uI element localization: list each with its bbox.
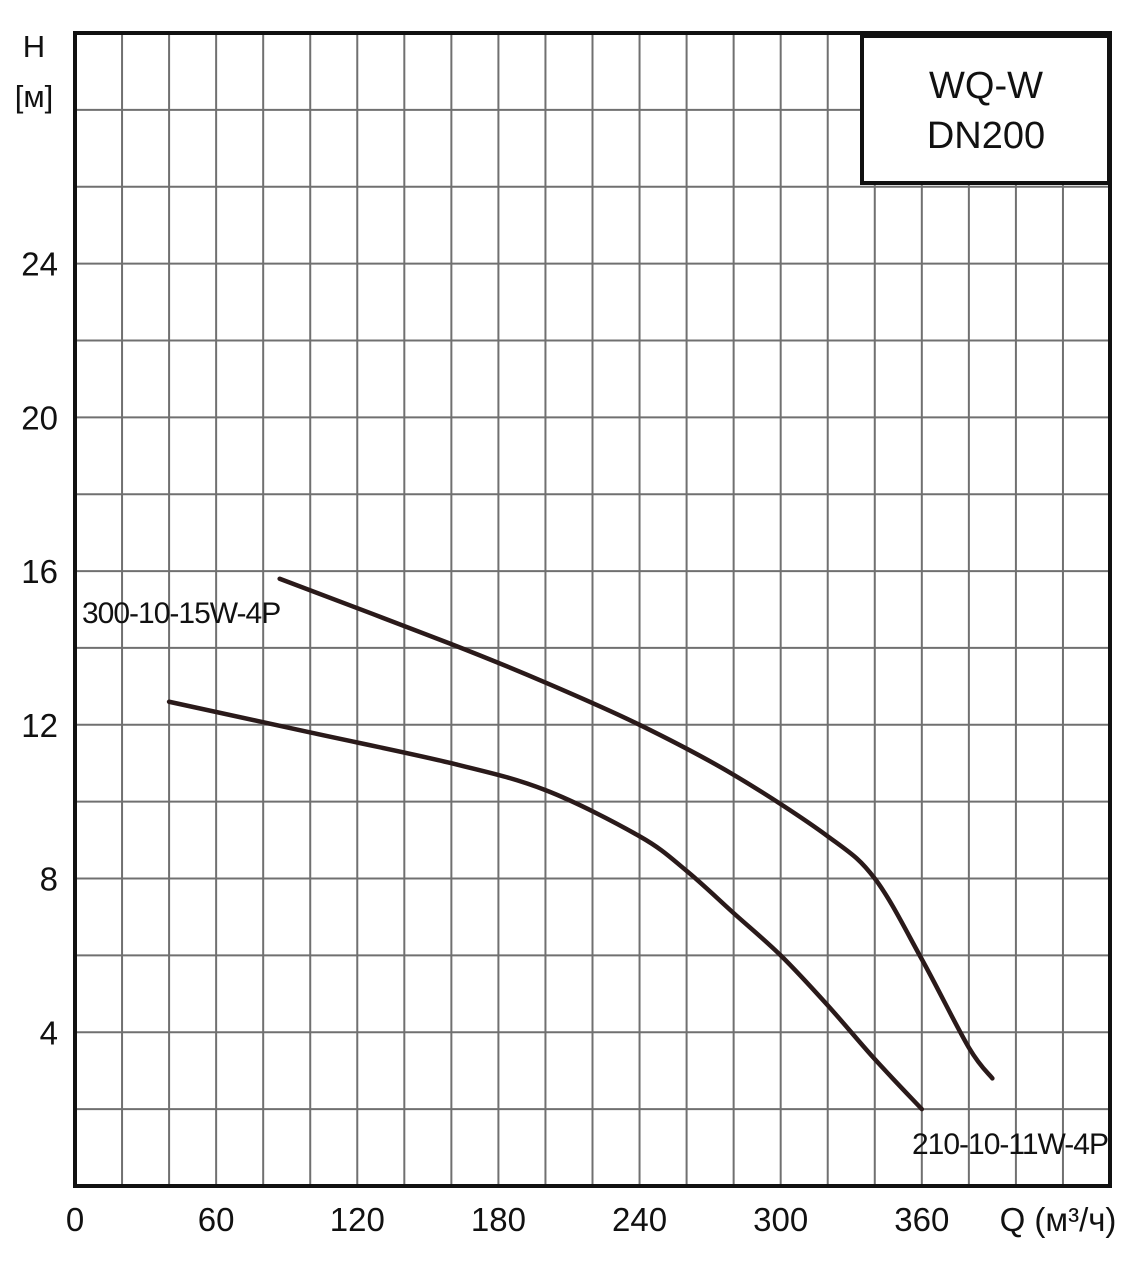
x-axis-ticks: 0 60 120 180 240 300 360 bbox=[66, 1201, 950, 1238]
x-tick-label: 60 bbox=[198, 1201, 235, 1238]
y-axis-ticks: 4 8 12 16 20 24 bbox=[21, 246, 58, 1052]
legend-subtitle: DN200 bbox=[927, 115, 1045, 157]
x-tick-label: 240 bbox=[612, 1201, 667, 1238]
y-axis-unit: [м] bbox=[15, 79, 54, 114]
x-tick-label: 180 bbox=[471, 1201, 526, 1238]
x-tick-label: 300 bbox=[753, 1201, 808, 1238]
legend-box: WQ-W DN200 bbox=[860, 34, 1111, 185]
y-tick-label: 8 bbox=[40, 861, 58, 898]
y-tick-label: 24 bbox=[21, 246, 58, 283]
performance-curves bbox=[166, 576, 995, 1112]
y-tick-label: 4 bbox=[40, 1014, 58, 1051]
x-tick-label: 0 bbox=[66, 1201, 84, 1238]
series-label-300-10-15w-4p: 300-10-15W-4P bbox=[82, 597, 280, 630]
y-tick-label: 12 bbox=[21, 707, 58, 744]
plot-frame bbox=[73, 31, 1112, 1188]
legend-title: WQ-W bbox=[929, 65, 1043, 107]
x-axis-title: Q (м³/ч) bbox=[1000, 1201, 1117, 1238]
x-tick-label: 120 bbox=[330, 1201, 385, 1238]
y-tick-label: 20 bbox=[21, 399, 58, 436]
curve-210-10-11w-4p bbox=[166, 699, 925, 1112]
series-label-210-10-11w-4p: 210-10-11W-4P bbox=[912, 1128, 1108, 1161]
y-tick-label: 16 bbox=[21, 553, 58, 590]
series-labels: 300-10-15W-4P 210-10-11W-4P bbox=[82, 597, 1109, 1161]
grid-lines bbox=[75, 33, 1110, 1186]
curve-300-10-15w-4p bbox=[277, 576, 995, 1081]
y-axis-title: H bbox=[23, 29, 45, 64]
x-tick-label: 360 bbox=[894, 1201, 949, 1238]
